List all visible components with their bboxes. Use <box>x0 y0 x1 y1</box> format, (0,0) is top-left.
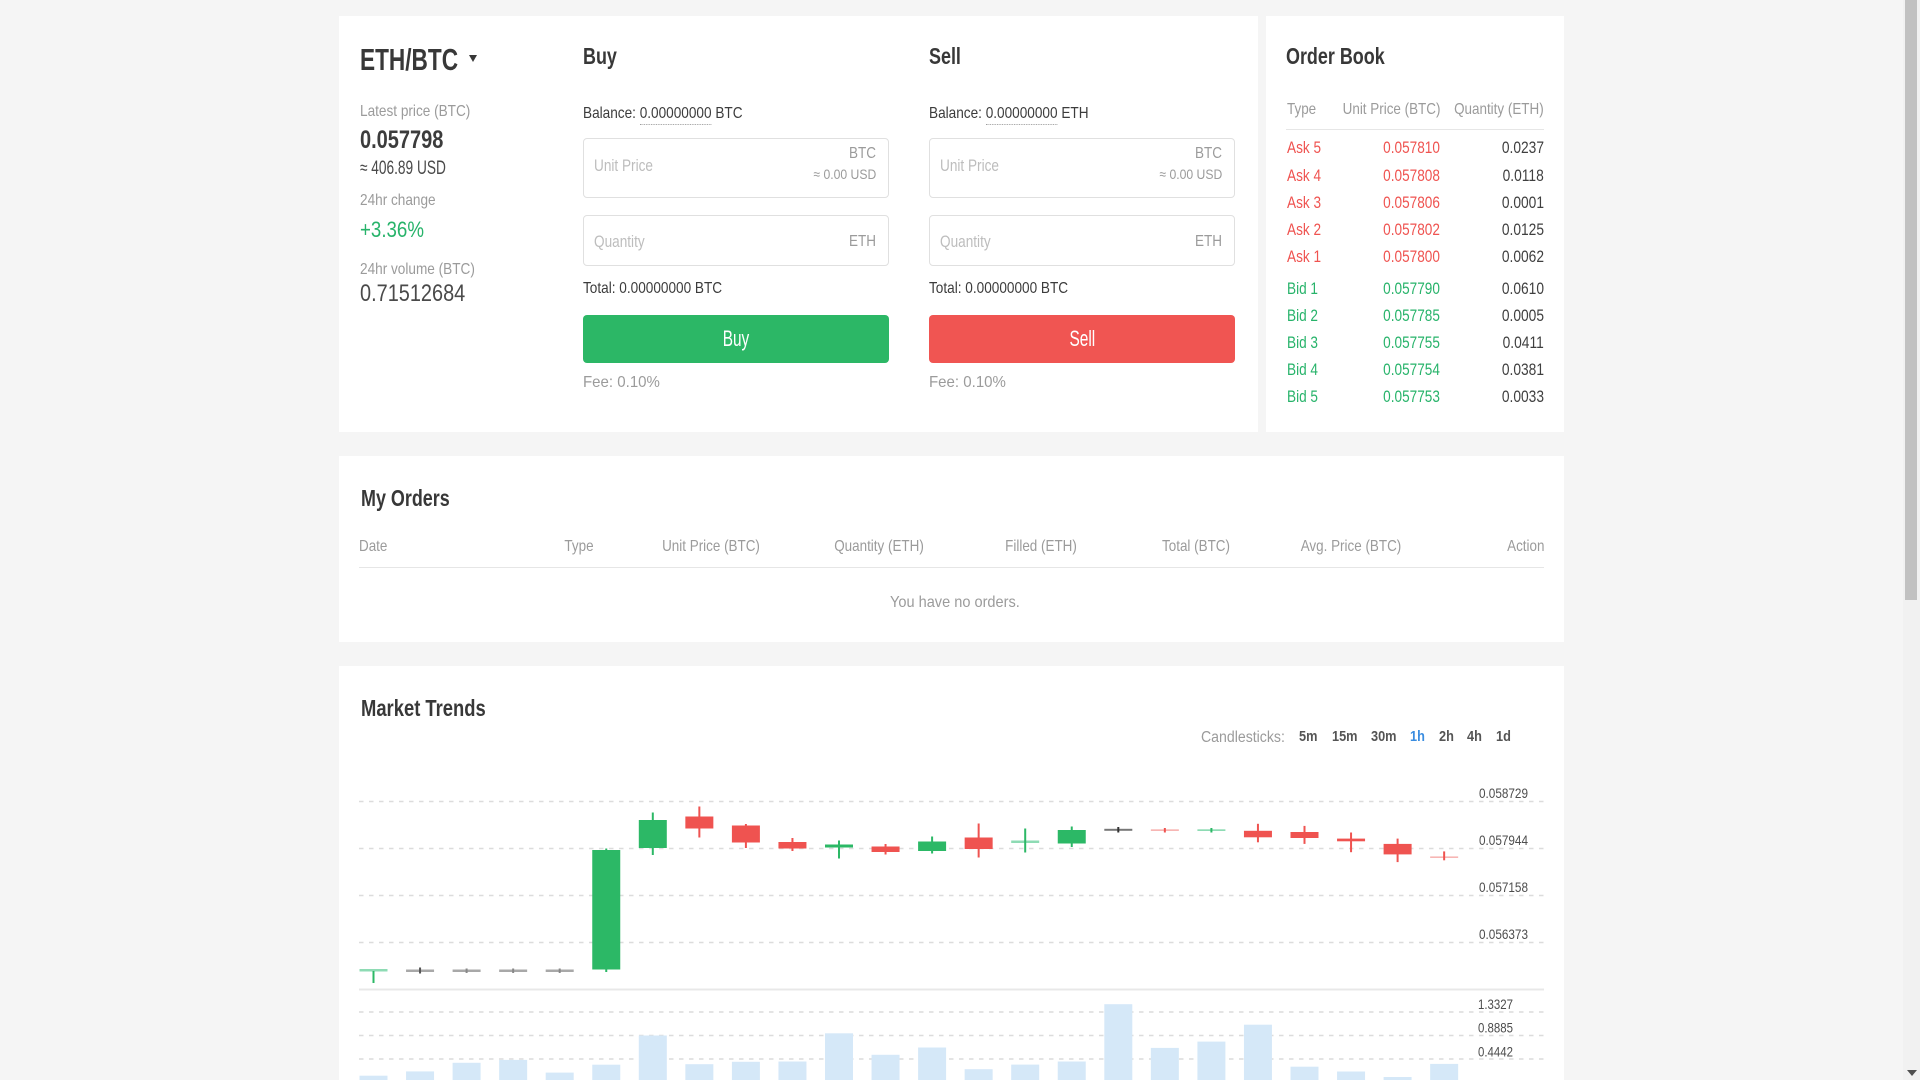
svg-text:0.4442: 0.4442 <box>1478 1044 1513 1060</box>
svg-text:1.3327: 1.3327 <box>1478 996 1513 1012</box>
svg-text:0.058729: 0.058729 <box>1479 785 1528 801</box>
svg-text:0.8885: 0.8885 <box>1478 1020 1513 1036</box>
svg-text:0.056373: 0.056373 <box>1479 926 1528 942</box>
svg-text:0.057944: 0.057944 <box>1479 832 1528 848</box>
svg-text:0.057158: 0.057158 <box>1479 879 1528 895</box>
